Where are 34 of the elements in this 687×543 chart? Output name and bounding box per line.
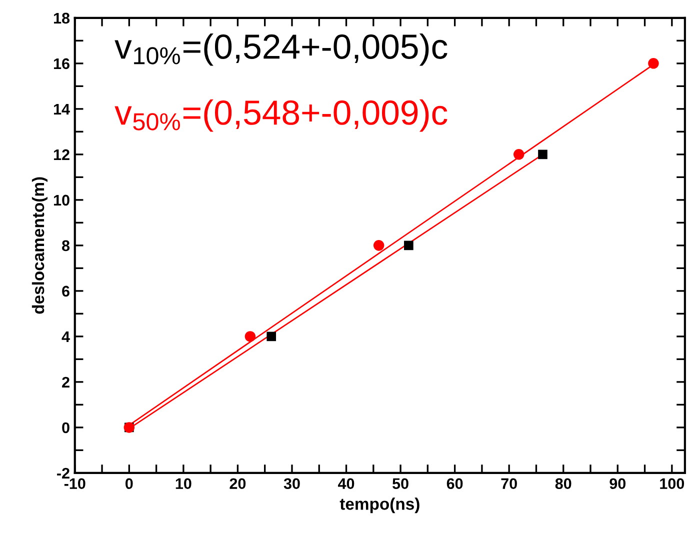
point (538, 150, 548, 160)
x-tick-label: 80 (555, 478, 572, 490)
x-tick-label: 0 (126, 478, 133, 490)
y-tick-label: 8 (62, 240, 70, 252)
y-tick-label: 6 (62, 286, 70, 297)
point (648, 58, 659, 69)
point (513, 149, 524, 160)
y-tick-label: 4 (62, 331, 70, 342)
y-tick-label: 12 (54, 149, 70, 160)
y-tick-label: 18 (54, 12, 70, 24)
x-tick-label: 90 (610, 478, 626, 490)
annotation: v$_{50%}$=(0,548+-0,009)c (114, 99, 448, 132)
y-tick-label: 0 (62, 422, 70, 434)
point (266, 332, 276, 342)
x-tick-label: 60 (446, 478, 463, 490)
y-tick-label: 16 (54, 58, 70, 70)
x-tick-label: 10 (176, 478, 192, 490)
y-tick-label: 2 (62, 376, 70, 388)
y-tick-label: 14 (54, 104, 70, 114)
x-tick-label: -10 (64, 478, 86, 490)
point (404, 240, 414, 250)
y-axis-title: deslocamento(m) (32, 177, 48, 314)
x-tick-label: 100 (660, 478, 684, 490)
x-tick-label: 70 (501, 478, 517, 490)
annotation: v$_{10%}$=(0,524+-0,005)c (114, 33, 448, 66)
x-axis-title: tempo(ns) (340, 498, 420, 514)
y-tick-label: -2 (57, 468, 70, 478)
x-tick-label: 30 (284, 478, 300, 490)
point (373, 240, 384, 251)
point (244, 331, 256, 342)
x-tick-label: 20 (230, 478, 246, 490)
x-tick-label: 50 (392, 478, 408, 490)
x-tick-label: 40 (338, 478, 354, 490)
y-tick-label: 10 (54, 194, 70, 206)
